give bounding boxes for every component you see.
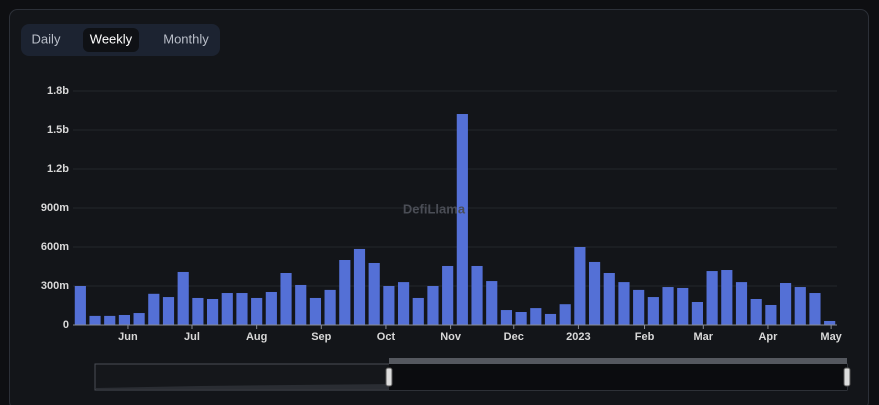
brush-handle[interactable] — [843, 367, 851, 387]
bar — [339, 260, 351, 325]
bar — [633, 289, 645, 325]
bar — [251, 297, 263, 325]
bar — [324, 289, 336, 325]
bar — [574, 247, 586, 325]
bar — [647, 297, 659, 325]
x-tick-label: Aug — [246, 331, 267, 343]
bar — [397, 282, 410, 325]
bar — [206, 299, 219, 325]
bar — [133, 313, 145, 325]
x-tick-label: Mar — [694, 331, 714, 343]
y-tick-label: 1.8b — [47, 85, 69, 97]
x-tick-label: Jul — [184, 331, 200, 343]
brush-window[interactable] — [389, 364, 847, 390]
bar — [486, 281, 498, 325]
bar — [588, 261, 601, 325]
tab[interactable]: Monthly — [163, 31, 209, 46]
watermark: DefiLlama — [403, 201, 466, 216]
y-tick-label: 0 — [63, 319, 69, 331]
x-tick-label: 2023 — [566, 331, 590, 343]
tab[interactable]: Daily — [32, 31, 61, 46]
bar — [177, 271, 189, 325]
bar — [412, 297, 424, 325]
x-tick-label: Apr — [758, 331, 778, 343]
bar — [427, 286, 439, 325]
bar — [265, 291, 277, 325]
bar — [824, 320, 836, 325]
bar — [809, 293, 821, 325]
bar — [779, 283, 792, 325]
bar — [750, 299, 762, 325]
bar — [794, 287, 806, 325]
y-tick-label: 1.5b — [47, 124, 69, 136]
bar — [192, 297, 204, 325]
y-tick-label: 900m — [41, 202, 69, 214]
x-tick-label: Dec — [504, 331, 524, 343]
x-tick-label: Sep — [311, 331, 331, 343]
bar — [353, 248, 366, 325]
bar — [148, 293, 160, 325]
bar — [662, 287, 674, 325]
brush-bar[interactable] — [389, 358, 847, 364]
bar — [735, 282, 748, 325]
bar — [603, 273, 615, 325]
y-tick-label: 600m — [41, 241, 69, 253]
bar — [74, 286, 86, 325]
bar — [118, 314, 131, 325]
bar — [309, 297, 322, 325]
bar — [368, 262, 380, 325]
bar — [691, 301, 704, 325]
brush-handle[interactable] — [385, 367, 393, 387]
bar — [530, 308, 542, 325]
bar — [442, 265, 454, 325]
brush-preview — [96, 384, 389, 389]
x-tick-label: May — [820, 331, 842, 343]
bar — [559, 304, 571, 325]
x-tick-label: Oct — [377, 331, 396, 343]
bar — [383, 286, 395, 325]
bar — [500, 310, 513, 325]
bar — [721, 270, 733, 325]
tab-active-bg — [83, 28, 139, 52]
bar — [765, 304, 777, 325]
bar — [295, 284, 307, 325]
x-tick-label: Nov — [440, 331, 462, 343]
bar — [221, 293, 233, 325]
bar — [89, 315, 101, 325]
y-tick-label: 300m — [41, 280, 69, 292]
y-tick-label: 1.2b — [47, 163, 69, 175]
bar — [280, 273, 292, 325]
bar — [515, 312, 527, 325]
tab[interactable]: Weekly — [90, 31, 133, 46]
bar — [677, 287, 689, 325]
bar — [236, 293, 248, 325]
bar — [162, 297, 175, 325]
x-tick-label: Feb — [635, 331, 655, 343]
bar — [104, 315, 116, 325]
bar — [456, 114, 468, 325]
bar — [618, 282, 630, 325]
bar — [544, 313, 557, 325]
bar — [471, 265, 483, 325]
bar — [706, 271, 718, 325]
x-tick-label: Jun — [118, 331, 138, 343]
